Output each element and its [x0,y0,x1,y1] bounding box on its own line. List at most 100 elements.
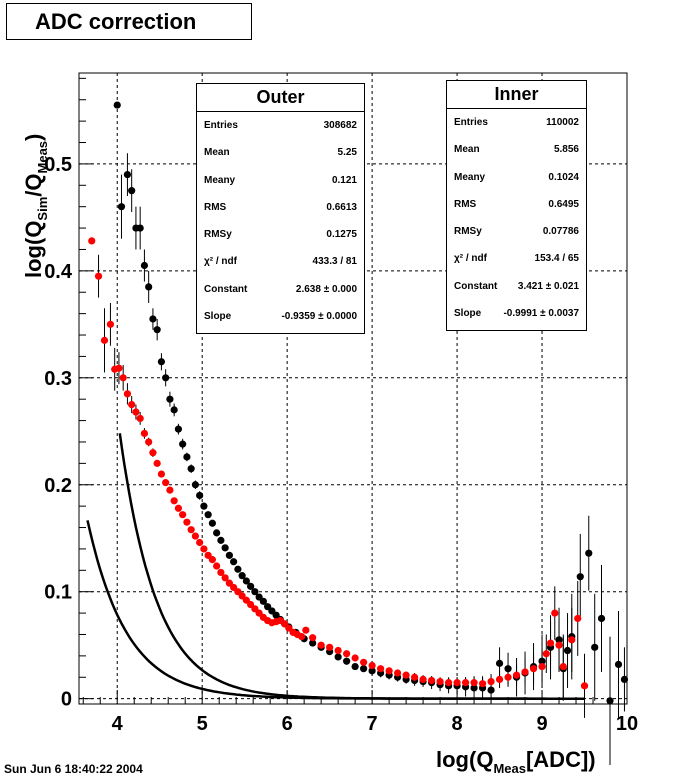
data-point [444,679,453,687]
data-point [576,573,584,581]
stats-value: 2.638 ± 0.000 [295,283,357,295]
data-point [157,358,166,366]
tick-labels: 4 5 6 7 8 9 10 0 0.1 0.2 0.3 0.4 0.5 [44,154,638,735]
data-point [419,675,427,684]
stats-row: Slope -0.9359 ± 0.0000 [197,303,364,330]
stats-label: Entries [454,117,488,128]
x-tick-label: 4 [112,713,124,735]
data-point [546,639,555,647]
data-point [309,639,317,647]
data-point [196,538,204,547]
data-point [179,511,187,519]
x-tick-label: 6 [282,713,293,735]
data-point [377,665,385,673]
data-point [208,556,216,564]
data-point [157,470,166,478]
y-tick-label: 0.3 [44,368,72,390]
data-point [149,315,157,323]
stats-value: 0.1024 [548,171,579,183]
data-point [487,677,495,686]
data-point [559,662,567,671]
data-point [225,551,233,559]
data-point [495,675,504,684]
y-tick-label: 0.5 [44,154,72,176]
stats-row: RMS 0.6495 [447,191,586,218]
data-point [123,171,132,179]
stats-label: Constant [454,280,498,292]
data-point [436,677,444,686]
axis-ticks [79,77,628,704]
stats-value: 153.4 / 65 [534,253,579,265]
stats-value: 308682 [323,120,357,131]
data-point [297,633,306,641]
stats-label: Mean [204,147,230,159]
data-point [568,636,576,644]
stats-value: 433.3 / 81 [312,256,357,268]
y-tick-label: 0 [61,689,72,711]
stats-label: Entries [204,120,238,131]
data-point [88,237,96,245]
data-point [132,408,140,416]
data-point [555,641,563,649]
data-point [213,529,221,537]
stats-title: Inner [447,81,586,109]
data-point [512,671,521,679]
stats-row: RMSy 0.07786 [447,218,586,245]
data-point [487,686,495,694]
data-point [606,697,614,705]
stats-value: 0.6495 [548,198,579,210]
x-tick-label: 7 [367,713,378,735]
data-point [162,374,170,382]
data-point [453,679,461,687]
data-point [234,565,242,573]
stats-value: 110002 [546,117,579,128]
data-point [170,497,178,505]
data-point [360,665,368,673]
data-point [136,414,144,423]
data-point [343,657,351,665]
data-point [402,671,410,679]
footer-date: Sun Jun 6 18:40:22 2004 [4,762,143,776]
stats-label: RMS [454,198,477,210]
y-tick-label: 0.1 [44,582,72,604]
data-point [334,653,342,661]
data-point [368,667,376,675]
data-point [242,577,250,585]
data-point [113,101,121,109]
stats-value: -0.9991 ± 0.0037 [503,308,579,320]
data-point [153,326,161,334]
data-point [187,526,195,534]
data-point [351,662,359,671]
data-point [221,544,229,552]
stats-value: 0.07786 [542,226,579,238]
data-point [542,650,550,658]
data-point [580,682,589,690]
data-point [368,661,376,670]
stats-value: 3.421 ± 0.021 [517,280,579,292]
data-point [221,574,229,582]
data-point [529,665,538,673]
data-point [591,643,599,651]
stats-box-outer: Outer Entries 308682 Mean 5.25 Meany 0.121 RMS… [196,83,365,334]
data-point [504,673,512,681]
stats-value: 5.25 [337,147,357,159]
stats-row: Slope -0.9991 ± 0.0037 [447,300,586,327]
stats-label: RMSy [204,229,232,241]
data-point [174,425,183,433]
data-point [128,400,136,409]
data-point [191,481,199,489]
data-point [183,518,191,526]
data-point [179,440,187,448]
stats-row: RMSy 0.1275 [197,221,364,248]
stats-row: Mean 5.856 [447,136,586,163]
data-point [394,669,402,677]
data-point [461,679,470,687]
fit-curve-outer [86,520,585,700]
data-point [551,609,559,617]
stats-row: Entries 308682 [197,112,364,139]
data-point [149,449,157,457]
data-point [334,646,342,655]
data-point [128,187,136,195]
data-point [495,659,504,667]
stats-row: Entries 110002 [447,109,586,136]
